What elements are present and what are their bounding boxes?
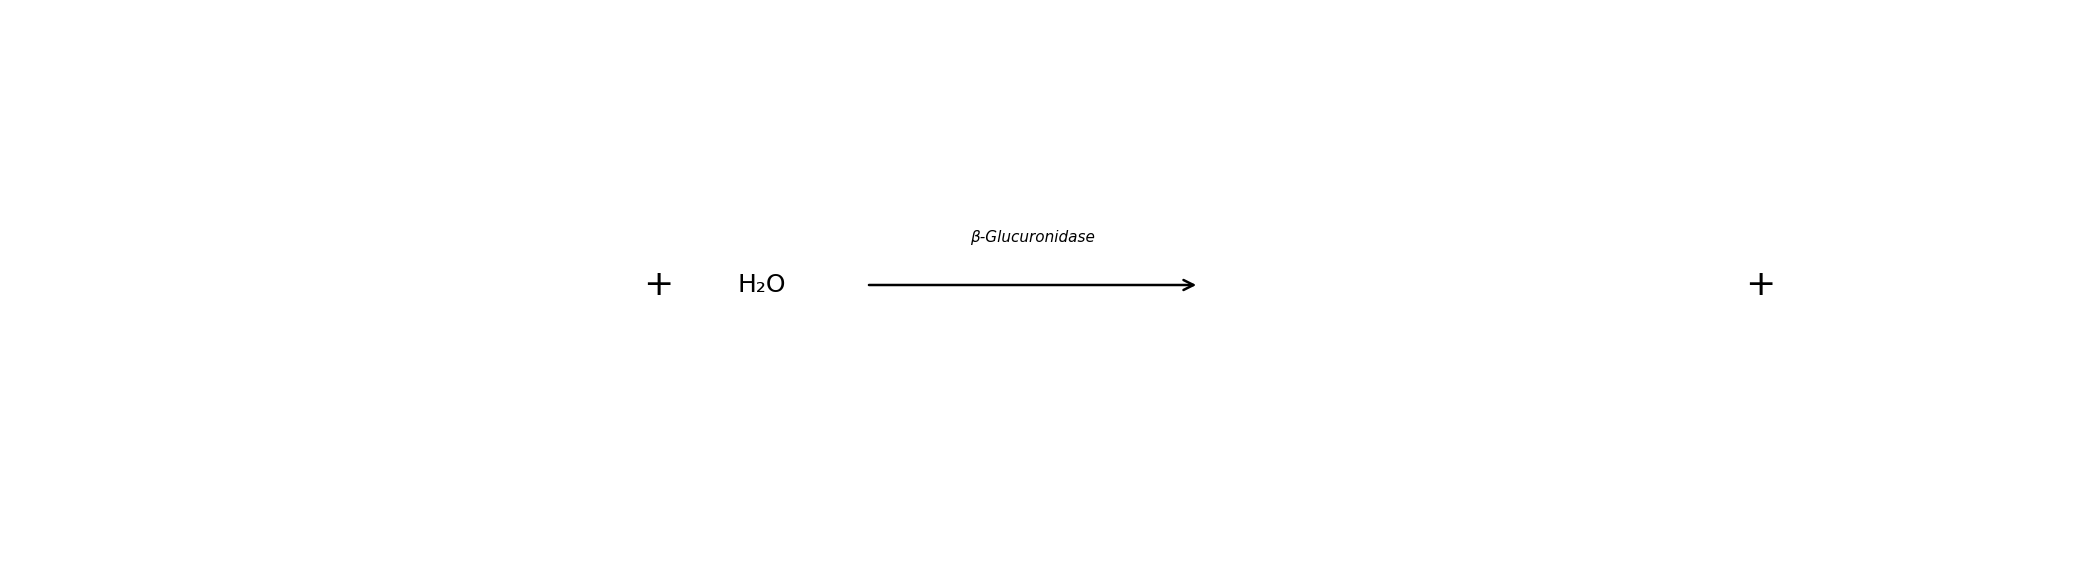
Text: H₂O: H₂O [738,273,786,297]
Text: +: + [642,268,674,302]
Text: β-Glucuronidase: β-Glucuronidase [970,230,1095,246]
Text: +: + [1746,268,1775,302]
